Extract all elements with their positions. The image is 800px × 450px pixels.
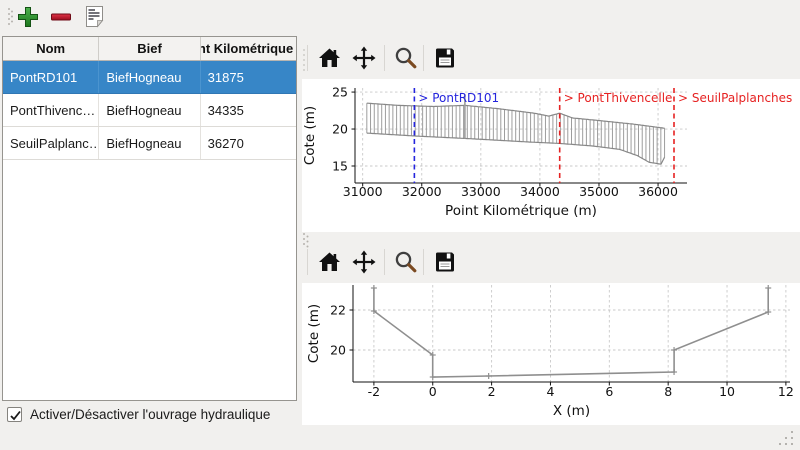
svg-text:22: 22 — [330, 303, 346, 318]
svg-text:X (m): X (m) — [553, 403, 590, 419]
profile-figure: 31000 32000 33000 34000 35000 36000 15 20 25 Poin… — [302, 79, 800, 232]
activate-structure-row: Activer/Désactiver l'ouvrage hydraulique — [7, 405, 270, 423]
structure-marker-label: > PontRD101 — [418, 91, 499, 105]
column-header-bief[interactable]: Bief — [99, 37, 201, 60]
table-row[interactable]: PontThivenc… BiefHogneau 34335 — [3, 94, 296, 127]
svg-text:35000: 35000 — [579, 184, 619, 199]
save-button[interactable] — [431, 44, 459, 72]
home-icon — [319, 48, 340, 67]
svg-text:Point Kilométrique (m): Point Kilométrique (m) — [445, 203, 597, 219]
save-button[interactable] — [431, 248, 459, 276]
section-figure: -2 0 2 4 6 8 10 12 20 22 X (m) Cote (m) — [302, 283, 800, 425]
table-row[interactable]: PontRD101 BiefHogneau 31875 — [3, 61, 296, 94]
svg-text:10: 10 — [719, 384, 735, 399]
save-icon — [436, 48, 454, 68]
section-plot-toolbar — [302, 233, 800, 282]
add-structure-button[interactable] — [14, 3, 42, 31]
svg-text:Cote (m): Cote (m) — [306, 304, 322, 363]
main-toolbar — [0, 0, 800, 33]
table-header: Nom Bief Point Kilométrique — [3, 37, 296, 61]
svg-text:20: 20 — [332, 122, 348, 137]
cell-nom: SeuilPalplanc… — [3, 127, 100, 159]
svg-text:0: 0 — [429, 384, 437, 399]
svg-text:32000: 32000 — [402, 184, 442, 199]
cell-pk: 34335 — [207, 102, 244, 118]
cross-section-canvas[interactable]: -2 0 2 4 6 8 10 12 20 22 X (m) Cote (m) — [302, 283, 800, 425]
svg-text:25: 25 — [332, 85, 348, 100]
remove-structure-button[interactable] — [47, 3, 75, 31]
svg-text:36000: 36000 — [638, 184, 678, 199]
zoom-icon — [395, 251, 417, 273]
cell-bief: BiefHogneau — [99, 127, 201, 159]
toolbar-drag-handle[interactable] — [302, 48, 307, 72]
check-icon — [10, 410, 21, 420]
cell-pk: 31875 — [207, 69, 244, 85]
structure-marker-label: > PontThivencelle — [564, 91, 673, 105]
activate-structure-checkbox[interactable] — [7, 406, 22, 422]
svg-text:8: 8 — [664, 384, 672, 399]
pan-icon — [352, 46, 376, 70]
column-header-pk[interactable]: Point Kilométrique — [201, 41, 294, 56]
profile-canvas[interactable]: 31000 32000 33000 34000 35000 36000 15 20 25 Poin… — [302, 79, 800, 232]
svg-text:15: 15 — [332, 158, 348, 173]
svg-text:12: 12 — [778, 384, 794, 399]
cell-nom: PontRD101 — [3, 61, 100, 93]
pan-button[interactable] — [350, 248, 378, 276]
toolbar-drag-handle[interactable] — [7, 7, 13, 29]
svg-text:Cote (m): Cote (m) — [302, 106, 318, 165]
table-row[interactable]: SeuilPalplanc… BiefHogneau 36270 — [3, 127, 296, 160]
structure-marker-label: > SeuilPalplanches — [678, 91, 792, 105]
save-icon — [436, 252, 454, 272]
svg-text:2: 2 — [488, 384, 496, 399]
svg-text:31000: 31000 — [343, 184, 383, 199]
pan-button[interactable] — [350, 44, 378, 72]
pane-splitter-handle[interactable] — [302, 232, 310, 250]
edit-notes-button[interactable] — [81, 3, 109, 31]
zoom-button[interactable] — [392, 248, 420, 276]
home-icon — [319, 252, 340, 271]
svg-text:20: 20 — [330, 343, 346, 358]
home-button[interactable] — [316, 248, 344, 276]
zoom-button[interactable] — [392, 44, 420, 72]
svg-text:6: 6 — [605, 384, 613, 399]
cell-bief: BiefHogneau — [99, 94, 201, 126]
document-icon — [86, 6, 104, 28]
profile-plot-toolbar — [302, 42, 800, 78]
minus-icon — [51, 13, 71, 21]
window-resize-grip[interactable] — [772, 430, 796, 447]
structures-table: Nom Bief Point Kilométrique PontRD101 Bi… — [2, 36, 297, 401]
cell-bief: BiefHogneau — [99, 61, 201, 93]
svg-text:34000: 34000 — [520, 184, 560, 199]
home-button[interactable] — [316, 44, 344, 72]
svg-text:-2: -2 — [368, 384, 380, 399]
zoom-icon — [395, 47, 417, 69]
activate-structure-label: Activer/Désactiver l'ouvrage hydraulique — [30, 406, 271, 422]
plus-icon — [18, 7, 38, 27]
pan-icon — [352, 250, 376, 274]
svg-text:33000: 33000 — [461, 184, 501, 199]
svg-text:4: 4 — [546, 384, 554, 399]
cell-pk: 36270 — [207, 135, 244, 151]
cell-nom: PontThivenc… — [3, 94, 100, 126]
column-header-nom[interactable]: Nom — [3, 37, 100, 60]
